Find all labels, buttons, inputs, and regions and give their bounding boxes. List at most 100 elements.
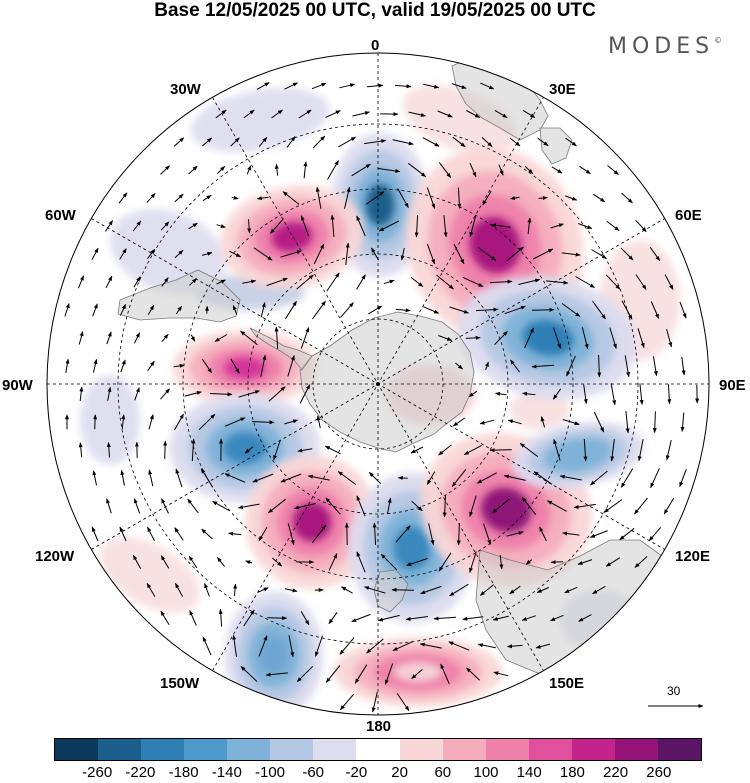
wind-arrow — [326, 272, 340, 292]
wind-arrow — [466, 667, 480, 681]
wind-arrow — [297, 448, 313, 453]
pale-anomaly-patch — [190, 88, 330, 152]
wind-arrow — [469, 551, 477, 573]
wind-arrow — [251, 420, 275, 425]
wind-arrow — [352, 111, 370, 117]
wind-arrow — [492, 615, 509, 621]
colorbar-swatch — [98, 739, 142, 760]
colorbar-swatch — [141, 739, 185, 760]
wind-arrow — [267, 498, 287, 514]
wind-arrow — [463, 444, 482, 456]
wind-arrow — [238, 390, 260, 398]
wind-arrow — [311, 82, 327, 90]
wind-arrow — [173, 363, 185, 368]
wind-arrow — [356, 215, 366, 237]
antarctica-land — [299, 311, 475, 453]
wind-arrow — [118, 192, 128, 204]
wind-arrow — [521, 496, 537, 516]
wind-arrow — [667, 384, 672, 405]
wind-arrow — [551, 166, 563, 174]
wind-arrow — [469, 215, 477, 238]
lon-label-0: 0 — [371, 37, 380, 54]
wind-arrow — [378, 220, 400, 232]
wind-arrow — [228, 531, 242, 536]
wind-arrow — [188, 165, 198, 175]
pale-anomaly-patch — [100, 537, 200, 613]
anomaly-core-pos-140w — [292, 502, 332, 542]
wind-arrow — [443, 215, 448, 238]
wind-arrow — [371, 691, 378, 713]
wind-arrow — [408, 111, 426, 117]
wind-arrow — [414, 214, 419, 238]
wind-arrow — [664, 274, 674, 290]
colorbar-tick-label: 220 — [603, 764, 629, 781]
wind-arrow — [507, 419, 522, 425]
wind-arrow — [286, 136, 296, 148]
wind-arrow — [483, 523, 491, 545]
wind-arrow — [91, 526, 99, 542]
wind-arrow — [575, 276, 595, 288]
wind-arrow — [451, 83, 467, 89]
wind-arrow — [619, 527, 635, 541]
wind-arrow — [330, 214, 335, 238]
colorbar-swatch — [270, 739, 314, 760]
wind-arrow — [216, 224, 226, 228]
colorbar-tick-label: -60 — [302, 764, 325, 781]
wind-arrow — [581, 327, 589, 350]
wind-arrow — [120, 359, 126, 373]
lon-label-150w: 150W — [160, 675, 200, 692]
wind-arrow — [201, 528, 213, 540]
wind-arrow — [253, 247, 273, 261]
lon-label-90e: 90E — [719, 377, 746, 394]
map-disk — [47, 53, 709, 715]
wind-arrow — [509, 137, 521, 147]
wind-arrow — [579, 165, 591, 175]
wind-arrow — [499, 554, 504, 570]
wind-arrow — [410, 277, 424, 287]
wind-arrow — [620, 468, 634, 488]
wind-arrow — [106, 331, 112, 345]
wind-arrow — [524, 166, 534, 174]
wind-arrow — [469, 495, 477, 517]
wind-arrow — [438, 335, 453, 341]
wind-arrow — [426, 471, 436, 485]
wind-arrow — [174, 527, 184, 541]
wind-arrow — [188, 222, 198, 230]
wind-arrow — [244, 446, 254, 454]
wind-arrow — [245, 560, 253, 565]
wind-arrow — [495, 391, 507, 396]
lon-label-90w: 90W — [2, 377, 33, 394]
wind-arrow — [161, 333, 169, 343]
wind-arrow — [364, 139, 387, 145]
wind-arrow — [590, 470, 608, 486]
wind-arrow — [200, 468, 214, 488]
wind-arrow — [489, 448, 512, 453]
wind-arrow — [452, 417, 465, 427]
wind-arrow — [504, 305, 526, 315]
wind-arrow — [287, 523, 295, 546]
wind-arrow — [224, 473, 246, 483]
wind-arrow — [387, 497, 392, 514]
wind-arrow — [106, 442, 111, 458]
wind-arrow — [507, 644, 523, 649]
wind-arrow — [433, 616, 457, 621]
wind-arrow — [457, 187, 462, 209]
reference-vector — [648, 704, 704, 708]
wind-arrow — [397, 188, 409, 209]
wind-arrow — [452, 136, 466, 148]
wind-arrow — [521, 615, 536, 621]
wind-arrow — [174, 249, 184, 259]
wind-arrow — [593, 411, 605, 433]
wind-arrow — [217, 557, 225, 567]
wind-arrow — [188, 555, 198, 569]
wind-arrow — [202, 194, 212, 202]
wind-arrow — [198, 413, 216, 431]
wind-arrow — [296, 665, 314, 683]
wind-arrow — [93, 358, 98, 373]
wind-arrow — [562, 419, 580, 426]
wind-arrow — [524, 327, 534, 349]
wind-arrow — [224, 417, 246, 427]
anomaly-core-neg-170e — [393, 526, 431, 570]
wind-arrow — [451, 469, 467, 487]
wind-arrow — [92, 303, 98, 317]
